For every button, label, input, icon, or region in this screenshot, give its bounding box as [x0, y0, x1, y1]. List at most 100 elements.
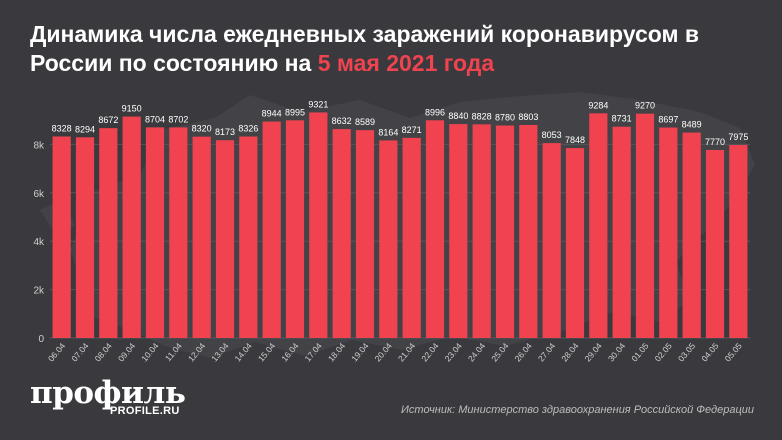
logo-domain: PROFILE.RU: [110, 405, 180, 417]
bar: [309, 112, 328, 339]
bar: [192, 136, 211, 338]
bar: [612, 126, 631, 338]
x-tick-label: 24.04: [466, 341, 488, 364]
chart-title-date: 5 мая 2021 года: [317, 50, 495, 76]
bar-value-label: 8489: [682, 120, 702, 130]
bar: [495, 125, 515, 338]
bar-value-label: 8840: [448, 111, 468, 121]
x-tick-label: 07.04: [69, 341, 91, 364]
x-tick-label: 12.04: [186, 341, 208, 364]
bar: [285, 120, 305, 338]
x-tick-label: 29.04: [583, 341, 605, 364]
bar-value-label: 8328: [52, 123, 72, 133]
bar: [215, 140, 235, 338]
bar-value-label: 9270: [635, 101, 655, 111]
x-tick-label: 08.04: [93, 341, 115, 364]
y-tick-label: 0: [38, 334, 44, 345]
bar-value-label: 8271: [402, 125, 422, 135]
bar-value-label: 7770: [705, 137, 725, 147]
x-tick-label: 02.05: [653, 341, 675, 364]
bar-value-label: 8589: [355, 117, 375, 127]
chart-title-main: Динамика числа ежедневных заражений коро…: [30, 21, 700, 76]
bar: [519, 124, 538, 338]
y-tick-label: 2k: [33, 286, 45, 297]
bar-value-label: 8173: [215, 127, 235, 137]
grid: [50, 143, 750, 339]
x-axis: 06.04 07.04 08.04 09.04 10.04 11.04 12.04 13.04…: [46, 341, 744, 364]
bar-value-label: 8164: [378, 127, 398, 137]
bar-value-label: 8780: [495, 113, 515, 123]
bar-value-label: 8053: [542, 130, 562, 140]
x-tick-label: 01.05: [629, 341, 651, 364]
x-tick-label: 20.04: [373, 341, 395, 364]
x-tick-label: 13.04: [209, 341, 231, 364]
bar: [402, 137, 421, 338]
x-tick-label: 10.04: [139, 341, 161, 364]
bar-value-label: 9284: [588, 100, 608, 110]
bar-value-label: 8996: [425, 107, 445, 117]
bars: [52, 112, 748, 339]
x-tick-label: 06.04: [46, 341, 68, 364]
x-tick-label: 17.04: [303, 341, 325, 364]
x-tick-label: 30.04: [606, 341, 628, 364]
x-tick-label: 28.04: [559, 341, 581, 364]
bar: [542, 143, 561, 338]
logo-wordmark: профиль: [30, 375, 186, 411]
bar: [52, 136, 71, 338]
bar-value-label: 8672: [98, 115, 118, 125]
x-tick-label: 03.05: [676, 341, 698, 364]
bar-value-label: 8828: [472, 111, 492, 121]
bar-value-label: 8320: [192, 124, 212, 134]
bar: [682, 132, 701, 338]
y-tick-label: 6k: [33, 189, 45, 200]
bar-value-label: 8704: [145, 114, 165, 124]
x-tick-label: 25.04: [489, 341, 511, 364]
bar-value-label: 8294: [75, 124, 95, 134]
bar: [332, 129, 351, 338]
x-tick-label: 15.04: [256, 341, 278, 364]
bar: [472, 124, 491, 338]
bar: [425, 120, 445, 338]
bar-value-label: 9321: [308, 99, 328, 109]
x-tick-label: 14.04: [233, 341, 255, 364]
bar-value-label: 8803: [518, 112, 538, 122]
x-tick-label: 04.05: [699, 341, 721, 364]
bar: [659, 127, 678, 339]
bar: [169, 127, 188, 339]
bar-value-label: 8995: [285, 107, 305, 117]
bar-value-label: 8944: [262, 109, 282, 119]
bar-value-label: 8731: [612, 114, 632, 124]
bar: [705, 149, 725, 338]
x-tick-label: 09.04: [116, 341, 138, 364]
bar-value-label: 9150: [122, 104, 142, 114]
x-tick-label: 05.05: [723, 341, 745, 364]
bar: [99, 128, 118, 338]
y-tick-label: 4k: [33, 237, 45, 248]
x-tick-label: 23.04: [443, 341, 465, 364]
bar: [449, 124, 468, 339]
bar: [379, 140, 398, 338]
bar: [729, 145, 748, 338]
x-tick-label: 21.04: [396, 341, 418, 364]
bar: [75, 137, 95, 338]
bar: [145, 127, 165, 339]
bar: [239, 136, 258, 338]
bar: [589, 113, 608, 338]
x-tick-label: 22.04: [419, 341, 441, 364]
bar-value-label: 8326: [238, 124, 258, 134]
bar-value-label: 8702: [168, 114, 188, 124]
x-tick-label: 16.04: [279, 341, 301, 364]
bar: [565, 148, 585, 338]
bar-value-label: 7848: [565, 135, 585, 145]
bar-value-label: 8632: [332, 116, 352, 126]
x-tick-label: 26.04: [513, 341, 535, 364]
profile-logo[interactable]: профиль PROFILE.RU: [30, 375, 186, 418]
bar: [122, 116, 141, 338]
y-axis: 0 2k 4k 6k 8k: [33, 140, 45, 345]
bar-value-label: 8697: [658, 115, 678, 125]
bar: [635, 113, 655, 338]
x-tick-label: 18.04: [326, 341, 348, 364]
chart-title: Динамика числа ежедневных заражений коро…: [30, 20, 770, 78]
